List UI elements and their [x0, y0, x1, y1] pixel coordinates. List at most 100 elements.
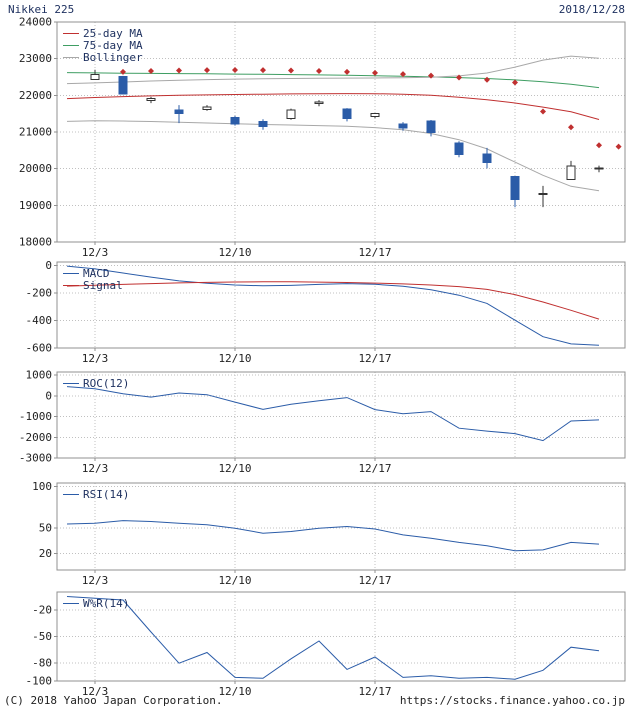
candle-up: [314, 101, 324, 105]
sar-marker-icon: [232, 66, 238, 73]
candle-down: [454, 142, 464, 155]
sar-marker-icon: [568, 124, 574, 131]
legend-label: 75-day MA: [83, 39, 143, 52]
x-axis-label: 12/3: [82, 246, 109, 259]
x-axis-label: 12/10: [218, 574, 251, 587]
candle-up: [202, 106, 212, 111]
candle-down: [398, 123, 408, 129]
y-axis-label: 1000: [26, 369, 53, 382]
line-macd: [66, 265, 600, 346]
source-url-link[interactable]: https://stocks.finance.yahoo.co.jp: [399, 694, 625, 707]
legend-label: ROC(12): [83, 377, 129, 390]
line-roc: [66, 386, 600, 442]
panel-wpr: -20 -50 -80 -100 12/3 12/10 12/17 W%R(14): [26, 591, 626, 698]
panel-border: [56, 261, 626, 349]
y-axis-label: 19000: [19, 199, 52, 212]
candle-down: [342, 108, 352, 119]
y-axis-label: 0: [45, 389, 52, 402]
panel-roc: 1000 0 -1000 -2000 -3000 12/3 12/10 12/17 ROC(12…: [19, 369, 626, 475]
x-axis-label: 12/3: [82, 352, 109, 365]
y-axis-label: -20: [32, 603, 52, 616]
sar-marker-icon: [204, 67, 210, 74]
sar-marker-icon: [120, 68, 126, 75]
panel-border: [56, 591, 626, 682]
x-axis-label: 12/3: [82, 574, 109, 587]
x-axis-label: 12/17: [358, 352, 391, 365]
sar-marker-icon: [316, 68, 322, 75]
x-axis-label: 12/17: [358, 462, 391, 475]
line-ma25: [66, 93, 600, 120]
legend-label: 25-day MA: [83, 27, 143, 40]
line-bollinger-lower: [66, 120, 600, 192]
x-axis-label: 12/10: [218, 685, 251, 698]
sar-marker-icon: [484, 76, 490, 83]
candle-down: [118, 76, 128, 95]
y-axis-label: -50: [32, 630, 52, 643]
candle-down: [510, 176, 520, 201]
x-axis-label: 12/10: [218, 246, 251, 259]
panel-border: [56, 371, 626, 459]
legend-label: W%R(14): [83, 597, 129, 610]
y-axis-label: -2000: [19, 431, 52, 444]
candle-up: [146, 97, 156, 101]
x-axis-label: 12/17: [358, 246, 391, 259]
line-rsi: [66, 520, 600, 552]
line-wpr: [66, 596, 600, 680]
legend-label: MACD: [83, 267, 110, 280]
legend-label: Signal: [83, 279, 123, 292]
sar-marker-icon: [344, 68, 350, 75]
sar-marker-icon: [148, 68, 154, 75]
sar-marker-icon: [512, 79, 518, 86]
x-axis-label: 12/3: [82, 685, 109, 698]
sar-marker-icon: [456, 74, 462, 81]
panel-border: [56, 482, 626, 571]
line-bollinger-upper: [66, 55, 600, 85]
y-axis-label: 20: [39, 547, 52, 560]
chart-header: Nikkei 225 2018/12/28: [0, 3, 630, 16]
y-axis-label: 24000: [19, 16, 52, 29]
candle-up: [566, 165, 576, 180]
y-axis-label: -400: [26, 314, 53, 327]
legend-label: Bollinger: [83, 51, 143, 64]
line-ma75: [66, 72, 600, 89]
candle-down: [426, 120, 436, 133]
line-signal: [66, 281, 600, 320]
sar-marker-icon: [260, 67, 266, 74]
x-axis-label: 12/17: [358, 685, 391, 698]
candle-up: [286, 109, 296, 120]
candle-down: [482, 153, 492, 164]
y-axis-label: -3000: [19, 452, 52, 465]
y-axis-label: 21000: [19, 126, 52, 139]
y-axis-label: -200: [26, 286, 53, 299]
chart-footer: (C) 2018 Yahoo Japan Corporation. https:…: [0, 694, 630, 707]
chart-date: 2018/12/28: [558, 3, 625, 16]
candle-up: [370, 112, 380, 117]
candle-up: [90, 73, 100, 80]
candle-down: [258, 121, 268, 128]
sar-marker-icon: [176, 67, 182, 74]
y-axis-label: -100: [26, 675, 53, 688]
y-axis-label: 18000: [19, 236, 52, 249]
sar-marker-icon: [540, 108, 546, 115]
panel-rsi: 100 50 20 12/3 12/10 12/17 RSI(14): [32, 480, 626, 587]
sar-marker-icon: [400, 71, 406, 78]
candle-down: [174, 109, 184, 115]
chart-title: Nikkei 225: [8, 3, 75, 16]
y-axis-label: -80: [32, 657, 52, 670]
panel-border: [56, 21, 626, 243]
y-axis-label: -600: [26, 342, 53, 355]
panel-price: 24000 23000 22000 21000 20000 19000 18000 12/3 1…: [19, 16, 626, 259]
sar-marker-icon: [428, 72, 434, 79]
sar-marker-icon: [596, 142, 602, 149]
y-axis-label: 20000: [19, 162, 52, 175]
candle-down: [230, 116, 240, 125]
y-axis-label: 50: [39, 522, 52, 535]
sar-marker-icon: [615, 143, 622, 150]
y-axis-label: 22000: [19, 89, 52, 102]
sar-marker-icon: [288, 67, 294, 74]
y-axis-label: -1000: [19, 410, 52, 423]
y-axis-label: 23000: [19, 52, 52, 65]
